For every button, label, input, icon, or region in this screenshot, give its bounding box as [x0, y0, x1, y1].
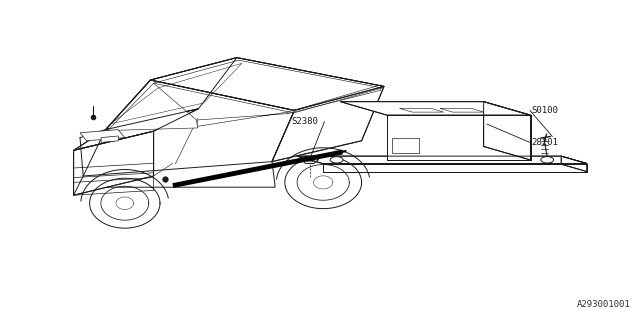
- Polygon shape: [198, 112, 288, 126]
- Polygon shape: [561, 156, 587, 172]
- Polygon shape: [80, 130, 125, 141]
- Polygon shape: [150, 58, 384, 110]
- Text: A293001001: A293001001: [577, 300, 630, 309]
- Text: 28201: 28201: [531, 138, 558, 147]
- Polygon shape: [288, 85, 381, 114]
- Polygon shape: [297, 156, 587, 164]
- Polygon shape: [101, 136, 118, 142]
- Polygon shape: [323, 164, 587, 172]
- Polygon shape: [74, 109, 198, 150]
- Polygon shape: [392, 138, 419, 153]
- Text: S2380: S2380: [291, 117, 318, 126]
- Polygon shape: [387, 115, 531, 160]
- Polygon shape: [340, 102, 531, 115]
- Text: S0100: S0100: [531, 106, 558, 115]
- Circle shape: [541, 156, 554, 163]
- Polygon shape: [484, 102, 531, 160]
- Circle shape: [330, 156, 343, 163]
- Polygon shape: [83, 80, 294, 187]
- Polygon shape: [108, 83, 198, 131]
- Polygon shape: [272, 86, 384, 162]
- Polygon shape: [74, 131, 154, 195]
